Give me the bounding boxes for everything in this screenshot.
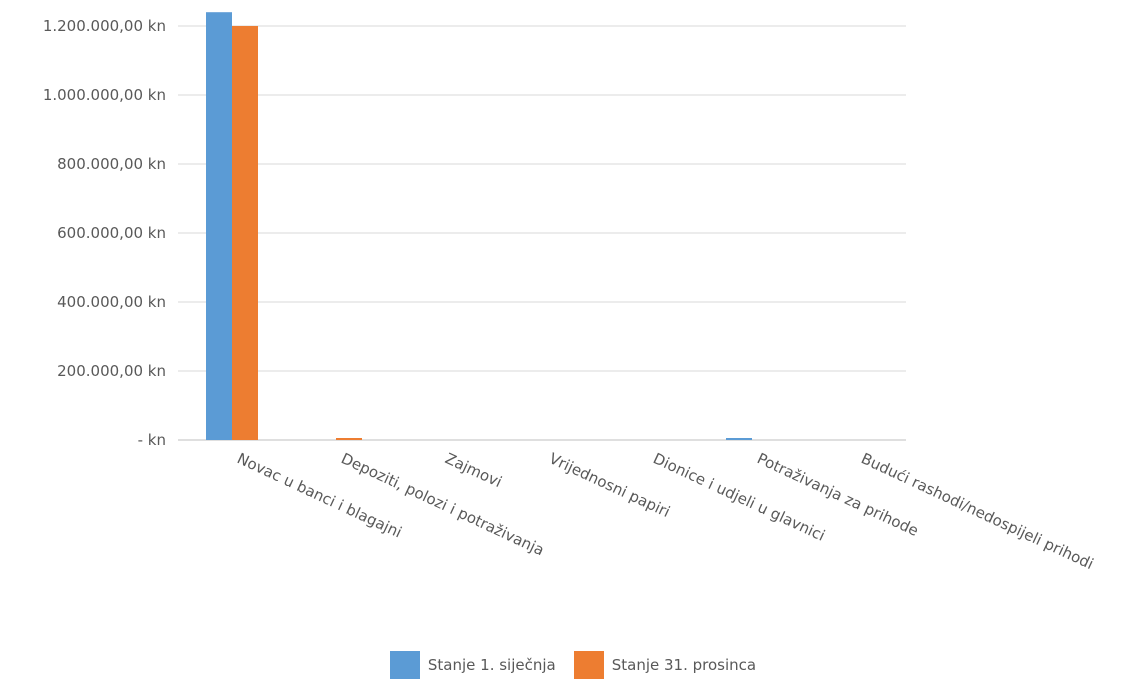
x-tick-label: Novac u banci i blagajni xyxy=(234,449,404,541)
y-tick-label: - kn xyxy=(138,431,166,449)
y-tick-label: 800.000,00 kn xyxy=(57,155,166,173)
y-tick-label: 1.200.000,00 kn xyxy=(43,17,166,35)
x-tick-label: Zajmovi xyxy=(442,449,504,491)
x-tick-label: Depoziti, polozi i potraživanja xyxy=(338,449,547,559)
y-tick-label: 600.000,00 kn xyxy=(57,224,166,242)
bar-series-1 xyxy=(726,438,752,440)
y-tick-label: 1.000.000,00 kn xyxy=(43,86,166,104)
legend-swatch-series-2 xyxy=(573,651,604,679)
legend-label-series-1: Stanje 1. siječnja xyxy=(427,656,556,674)
bar-series-1 xyxy=(206,12,232,440)
y-tick-label: 200.000,00 kn xyxy=(57,362,166,380)
bar-series-2 xyxy=(232,26,258,440)
legend-item-series-1: Stanje 1. siječnja xyxy=(389,651,556,679)
legend: Stanje 1. siječnja Stanje 31. prosinca xyxy=(0,650,1146,680)
legend-item-series-2: Stanje 31. prosinca xyxy=(573,651,757,679)
legend-swatch-series-1 xyxy=(389,651,420,679)
x-tick-label: Dionice i udjeli u glavnici xyxy=(650,449,827,545)
legend-label-series-2: Stanje 31. prosinca xyxy=(611,656,757,674)
y-tick-label: 400.000,00 kn xyxy=(57,293,166,311)
bar-series-2 xyxy=(336,438,362,440)
